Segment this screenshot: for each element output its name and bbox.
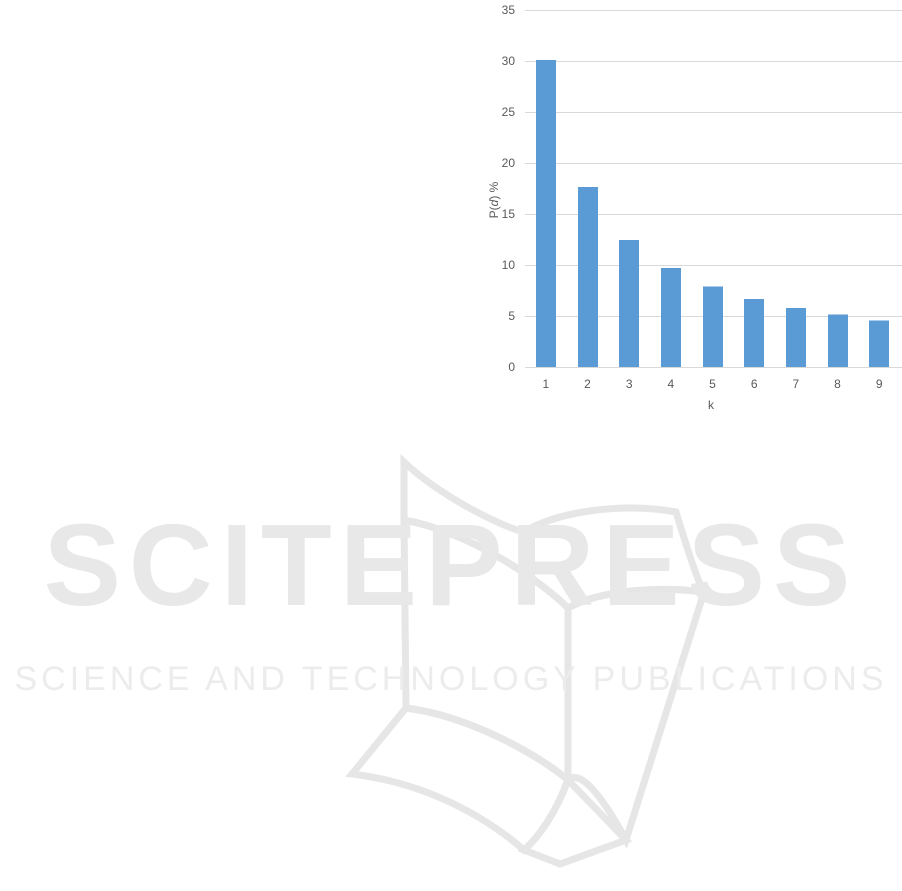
y-tick-label: 15	[502, 207, 516, 221]
watermark-canvas: SCITEPRESS SCIENCE AND TECHNOLOGY PUBLIC…	[14, 453, 887, 868]
watermark-primary-text: SCITEPRESS	[44, 500, 859, 630]
y-tick-label: 10	[502, 258, 516, 272]
bar	[619, 240, 639, 367]
x-tick-label: 3	[626, 377, 633, 391]
open-book-logo-icon	[345, 453, 712, 868]
bar	[786, 307, 806, 367]
chart-bars	[536, 59, 889, 367]
bar	[536, 59, 556, 367]
y-tick-label: 0	[508, 360, 515, 374]
y-tick-label: 30	[502, 54, 516, 68]
bar	[828, 314, 848, 367]
sciteypress-watermark: SCITEPRESS SCIENCE AND TECHNOLOGY PUBLIC…	[0, 440, 902, 886]
y-tick-label: 20	[502, 156, 516, 170]
watermark-secondary-text: SCIENCE AND TECHNOLOGY PUBLICATIONS	[14, 660, 887, 698]
y-axis-tick-labels: 0 5 10 15 20 25 30 35	[502, 3, 516, 374]
chart-canvas: 0 5 10 15 20 25 30 35 1 2 3 4 5 6 7 8 9 P(d) % k	[487, 3, 902, 412]
bar	[661, 268, 681, 367]
x-tick-label: 7	[792, 377, 799, 391]
x-tick-label: 9	[876, 377, 883, 391]
x-tick-label: 4	[667, 377, 674, 391]
bar	[578, 186, 598, 367]
y-tick-label: 25	[502, 105, 516, 119]
y-tick-label: 5	[508, 309, 515, 323]
x-tick-label: 8	[834, 377, 841, 391]
y-axis-title: P(d) %	[487, 181, 501, 218]
x-tick-label: 2	[584, 377, 591, 391]
bar	[744, 299, 764, 367]
x-tick-label: 6	[751, 377, 758, 391]
bar-chart-figure: 0 5 10 15 20 25 30 35 1 2 3 4 5 6 7 8 9 P(d) % k	[0, 0, 902, 420]
bar	[703, 286, 723, 367]
y-tick-label: 35	[502, 3, 516, 17]
x-axis-title: k	[708, 398, 715, 412]
bar	[869, 320, 889, 367]
x-axis-tick-labels: 1 2 3 4 5 6 7 8 9	[542, 377, 882, 391]
x-tick-label: 5	[709, 377, 716, 391]
x-tick-label: 1	[542, 377, 549, 391]
